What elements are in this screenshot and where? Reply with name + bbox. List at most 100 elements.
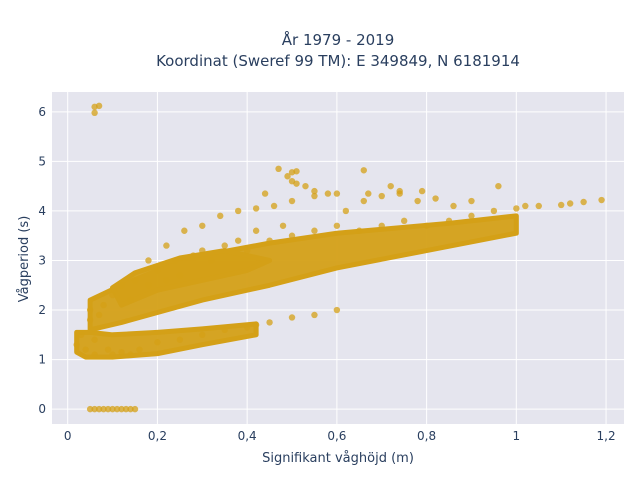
data-point	[176, 272, 184, 279]
data-point	[176, 336, 184, 343]
x-tick-label: 1	[513, 429, 521, 443]
data-point	[91, 109, 98, 117]
data-point	[418, 187, 426, 195]
dense-clusters	[74, 213, 519, 360]
data-point	[221, 242, 228, 249]
data-point	[261, 190, 269, 197]
data-point	[252, 321, 260, 329]
data-point	[104, 346, 112, 353]
data-point	[468, 197, 475, 205]
data-point	[234, 237, 242, 244]
data-point	[131, 405, 139, 413]
data-points	[73, 102, 605, 413]
y-tick-label: 4	[38, 204, 46, 218]
data-point	[490, 207, 498, 215]
x-axis-title: Signifikant våghöjd (m)	[262, 451, 414, 466]
data-point	[423, 222, 430, 229]
data-point	[95, 405, 103, 413]
data-point	[270, 202, 278, 210]
data-point	[208, 257, 215, 264]
data-point	[400, 217, 408, 225]
data-point	[535, 202, 542, 210]
data-point	[293, 168, 300, 175]
y-tick-label: 5	[38, 154, 46, 168]
data-point	[77, 331, 85, 339]
data-point	[414, 197, 421, 205]
data-point	[378, 222, 385, 229]
data-point	[311, 311, 318, 319]
data-point	[495, 182, 502, 190]
data-point	[266, 237, 273, 244]
data-point	[100, 405, 107, 413]
data-point	[333, 306, 341, 314]
data-point	[145, 282, 152, 289]
y-tick-label: 1	[38, 353, 46, 367]
y-axis-title: Vågperiod (s)	[17, 216, 32, 303]
data-point	[109, 291, 116, 299]
data-point	[360, 197, 367, 205]
data-point	[356, 227, 363, 234]
data-point	[288, 197, 296, 205]
data-point	[136, 346, 143, 353]
data-point	[378, 192, 385, 200]
plot-content	[73, 102, 605, 413]
data-point	[127, 296, 134, 304]
data-point	[279, 222, 287, 229]
data-point	[432, 195, 439, 202]
data-point	[86, 405, 94, 413]
data-point	[360, 167, 367, 174]
data-point	[118, 282, 125, 289]
data-point	[252, 227, 260, 234]
axis-ticks: 0 0,2 0,4 0,6 0,8 1 1,2 0 1 2 3 4 5 6	[38, 105, 615, 443]
data-point	[104, 405, 112, 413]
data-point	[113, 405, 121, 413]
data-point	[172, 257, 179, 264]
data-point	[598, 196, 605, 204]
data-point	[275, 165, 282, 173]
y-tick-label: 3	[38, 253, 46, 267]
y-tick-label: 2	[38, 303, 46, 317]
data-point	[284, 173, 291, 180]
data-point	[365, 190, 372, 197]
data-point	[387, 182, 394, 190]
data-point	[82, 346, 89, 353]
data-point	[311, 227, 318, 234]
data-point	[145, 257, 152, 264]
data-point	[324, 190, 332, 197]
chart-title-line1: År 1979 - 2019	[282, 30, 395, 49]
data-point	[342, 207, 350, 215]
data-point	[288, 232, 296, 239]
x-tick-label: 0,8	[417, 429, 436, 443]
x-tick-label: 0	[64, 429, 72, 443]
data-point	[557, 201, 565, 209]
data-point	[127, 351, 134, 358]
data-point	[234, 207, 242, 215]
x-tick-label: 0,2	[148, 429, 167, 443]
data-point	[333, 190, 341, 197]
data-point	[181, 227, 188, 234]
data-point	[333, 222, 341, 229]
data-point	[118, 405, 125, 413]
data-point	[522, 202, 529, 210]
data-point	[566, 200, 574, 207]
data-point	[199, 331, 206, 339]
data-point	[118, 348, 125, 356]
data-point	[243, 324, 251, 331]
data-point	[252, 205, 260, 212]
data-point	[311, 192, 318, 200]
y-tick-label: 0	[38, 402, 46, 416]
data-point	[396, 187, 403, 195]
data-point	[288, 314, 296, 321]
data-point	[86, 306, 94, 314]
data-point	[221, 326, 228, 334]
data-point	[302, 182, 309, 190]
data-point	[122, 405, 130, 413]
data-point	[266, 319, 273, 326]
data-point	[154, 339, 161, 346]
x-tick-label: 0,4	[238, 429, 257, 443]
data-point	[91, 351, 98, 358]
data-point	[199, 222, 206, 229]
data-point	[154, 267, 161, 274]
